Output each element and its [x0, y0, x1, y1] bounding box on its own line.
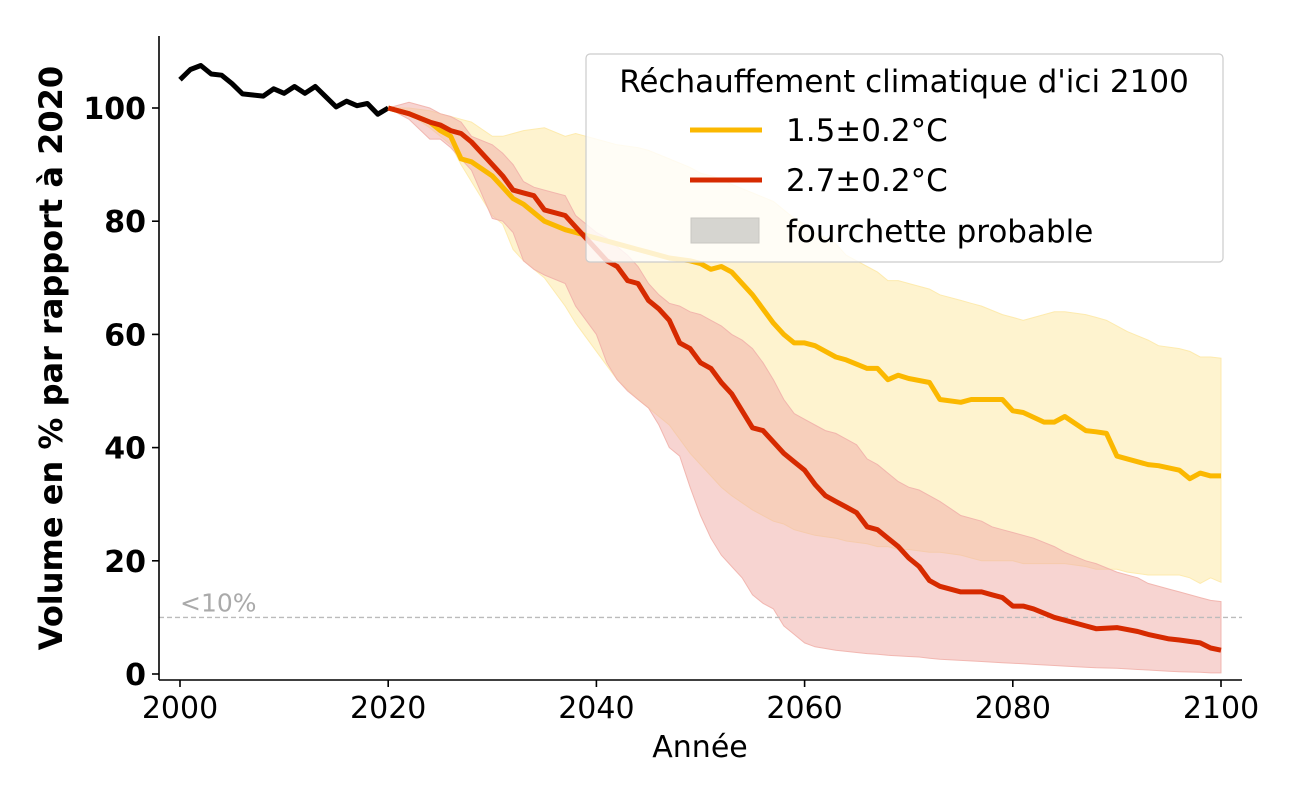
- line-2-7c: [387, 105, 1222, 653]
- threshold-label: <10%: [180, 588, 257, 617]
- y-tick-label: 0: [125, 658, 146, 693]
- x-tick-label: 2080: [975, 691, 1051, 726]
- line-historical: [178, 63, 390, 117]
- legend-label-2-7c: 2.7±0.2°C: [786, 163, 948, 199]
- x-tick-label: 2100: [1183, 691, 1259, 726]
- y-tick-label: 40: [104, 432, 146, 467]
- line-1-5c: [387, 105, 1221, 482]
- legend-frame: [585, 53, 1224, 263]
- x-tick-label: 2020: [350, 691, 426, 726]
- legend-label-1-5c: 1.5±0.2°C: [786, 113, 948, 149]
- x-tick-label: 2060: [766, 691, 842, 726]
- legend-entry-range: fourchette probable: [690, 214, 1093, 250]
- y-tick-label: 60: [104, 318, 146, 353]
- series-lines: [178, 63, 1222, 653]
- legend-swatch-range: [690, 217, 760, 244]
- y-tick-label: 100: [83, 92, 146, 127]
- y-tick-label: 80: [104, 205, 146, 240]
- y-tick-label: 20: [104, 545, 146, 580]
- legend-title: Réchauffement climatique d'ici 2100: [619, 64, 1189, 100]
- legend-entry-1-5c: 1.5±0.2°C: [690, 113, 948, 149]
- legend: Réchauffement climatique d'ici 2100 1.5±…: [585, 53, 1224, 263]
- threshold-10-percent: <10%: [159, 588, 1242, 619]
- x-tick-label: 2000: [142, 691, 218, 726]
- x-tick-label: 2040: [558, 691, 634, 726]
- x-axis-title: Année: [652, 730, 747, 765]
- y-ticks: 0 20 40 60 80 100: [83, 92, 159, 693]
- x-ticks: 2000 2020 2040 2060 2080 2100: [142, 680, 1259, 726]
- y-axis-title: Volume en % par rapport à 2020: [32, 66, 70, 650]
- legend-label-range: fourchette probable: [786, 214, 1093, 250]
- legend-entry-2-7c: 2.7±0.2°C: [690, 163, 948, 199]
